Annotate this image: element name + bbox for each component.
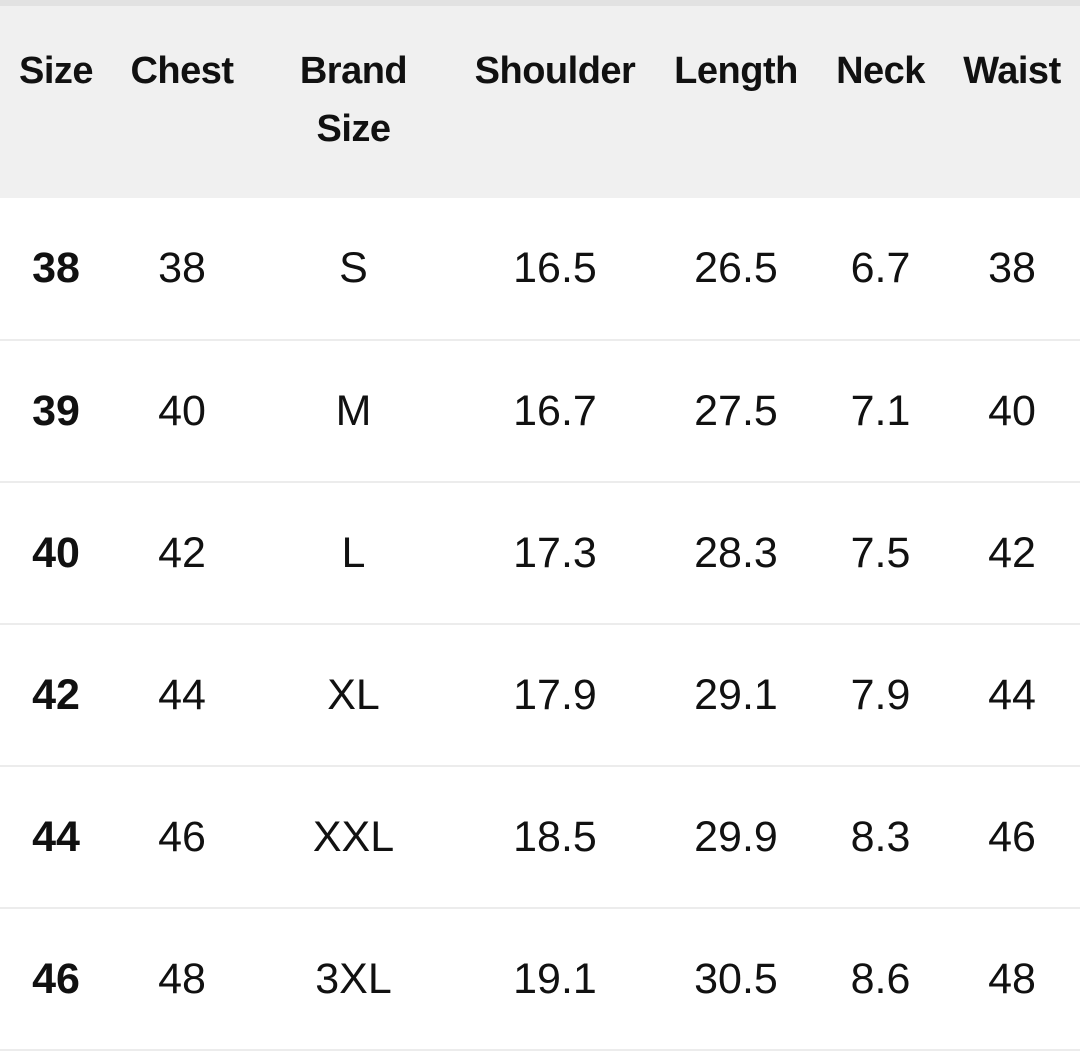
table-row: 38 38 S 16.5 26.5 6.7 38 [0,198,1080,340]
cell-chest: 40 [158,386,206,435]
header-shoulder: Shoulder [474,50,636,92]
header-row: Size Chest Brand Size Shoulder Length Ne… [0,6,1080,198]
cell-shoulder: 17.9 [513,670,597,719]
cell-length: 29.1 [694,670,778,719]
cell-brand-size: L [341,528,366,577]
cell-brand-size: M [335,386,372,435]
cell-length: 27.5 [694,386,778,435]
cell-shoulder: 19.1 [513,954,597,1003]
table-row: 40 42 L 17.3 28.3 7.5 42 [0,482,1080,624]
cell-brand-size: 3XL [315,954,392,1003]
cell-size: 40 [32,528,80,577]
cell-neck: 6.7 [850,244,911,292]
cell-neck: 7.9 [850,670,911,719]
cell-size: 46 [32,954,80,1003]
cell-waist: 46 [988,812,1036,861]
table-row: 46 48 3XL 19.1 30.5 8.6 48 [0,908,1080,1050]
header-chest: Chest [130,50,234,92]
cell-chest: 44 [158,670,206,719]
cell-brand-size: XL [327,670,380,719]
cell-waist: 48 [988,954,1036,1003]
header-size: Size [18,50,94,92]
cell-shoulder: 16.7 [513,386,597,435]
cell-neck: 8.3 [850,812,911,861]
cell-size: 42 [32,670,80,719]
header-brand-size: Brand Size [299,50,408,150]
header-waist: Waist [963,50,1061,92]
cell-length: 29.9 [694,812,778,861]
cell-size: 38 [32,244,80,292]
table-row: 39 40 M 16.7 27.5 7.1 40 [0,340,1080,482]
cell-chest: 48 [158,954,206,1003]
header-neck: Neck [836,50,925,92]
cell-length: 26.5 [694,244,778,292]
cell-chest: 46 [158,812,206,861]
cell-waist: 44 [988,670,1036,719]
cell-size: 39 [32,386,80,435]
cell-chest: 38 [158,244,206,292]
cell-shoulder: 16.5 [513,244,597,292]
table-row: 44 46 XXL 18.5 29.9 8.3 46 [0,766,1080,908]
cell-length: 28.3 [694,528,778,577]
cell-brand-size: XXL [312,812,395,861]
cell-size: 44 [32,812,80,861]
cell-neck: 7.5 [850,528,911,577]
table-row: 42 44 XL 17.9 29.1 7.9 44 [0,624,1080,766]
cell-waist: 40 [988,386,1036,435]
top-bar [0,0,1080,6]
size-chart-table: Size Chest Brand Size Shoulder Length Ne… [0,6,1080,1051]
cell-length: 30.5 [694,954,778,1003]
header-length: Length [674,50,798,92]
cell-waist: 38 [988,244,1036,292]
cell-shoulder: 18.5 [513,812,597,861]
cell-brand-size: S [339,244,368,292]
cell-neck: 8.6 [850,954,911,1003]
cell-neck: 7.1 [850,386,911,435]
cell-waist: 42 [988,528,1036,577]
cell-shoulder: 17.3 [513,528,597,577]
cell-chest: 42 [158,528,206,577]
